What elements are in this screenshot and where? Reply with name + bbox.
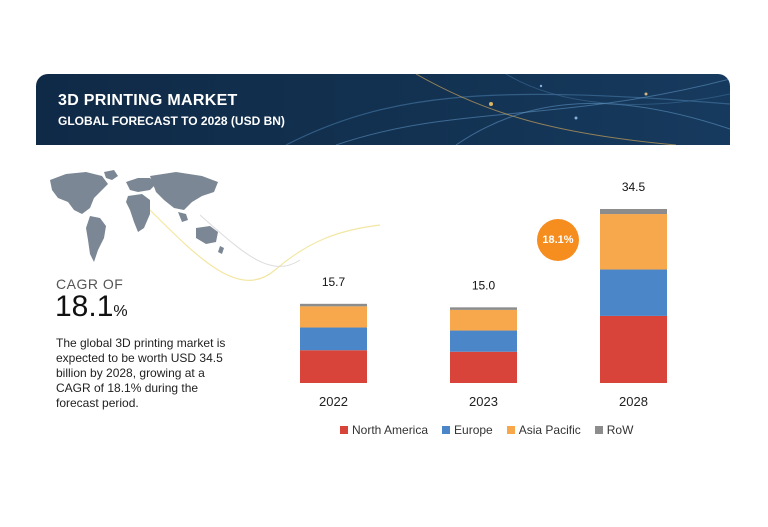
legend-swatch-north-america (340, 426, 348, 434)
page-title: 3D PRINTING MARKET (58, 92, 238, 109)
bar-2022-asia-pacific (300, 306, 367, 328)
legend-item-europe: Europe (442, 423, 493, 437)
header-banner: 3D PRINTING MARKET GLOBAL FORECAST TO 20… (36, 74, 730, 145)
chart-legend: North America Europe Asia Pacific RoW (340, 423, 633, 437)
total-label-2023: 15.0 (472, 278, 496, 292)
bar-2023-row (450, 307, 517, 310)
bar-2028-europe (600, 269, 667, 316)
bar-2023-asia-pacific (450, 309, 517, 331)
x-tick-label-2028: 2028 (619, 394, 648, 409)
x-tick-label-2023: 2023 (469, 394, 498, 409)
legend-swatch-asia-pacific (506, 426, 515, 434)
cagr-label: CAGR OF (56, 276, 124, 292)
total-label-2028: 34.5 (622, 180, 646, 194)
bar-2022-row (300, 303, 367, 307)
legend-swatch-row (594, 426, 603, 434)
legend-item-asia-pacific: Asia Pacific (506, 423, 581, 437)
market-description: The global 3D printing market is expecte… (56, 336, 226, 410)
cagr-unit: % (113, 303, 128, 320)
banner-background-lines (285, 74, 730, 145)
legend-swatch-europe (442, 426, 451, 434)
legend-label-asia-pacific: Asia Pacific (518, 423, 581, 437)
cagr-badge: 18.1% (537, 219, 579, 261)
bar-2028-row (600, 209, 667, 215)
page-subtitle: GLOBAL FORECAST TO 2028 (USD BN) (58, 114, 285, 128)
world-map-icon (50, 170, 224, 262)
bar-2028-asia-pacific (600, 214, 667, 270)
legend-label-row: RoW (606, 423, 634, 437)
legend-label-europe: Europe (454, 423, 493, 437)
legend-item-row: RoW (594, 423, 634, 437)
bar-2023-north-america (450, 351, 517, 383)
x-tick-label-2022: 2022 (319, 394, 348, 409)
cagr-value: 18.1% (55, 290, 128, 324)
total-label-2022: 15.7 (322, 275, 346, 289)
cagr-number: 18.1 (55, 290, 114, 323)
bar-2022-europe (300, 327, 367, 351)
legend-label-north-america: North America (352, 423, 429, 437)
bar-2023-europe (450, 330, 517, 352)
legend-item-north-america: North America (340, 423, 428, 437)
bar-2022-north-america (300, 350, 367, 383)
bar-2028-north-america (600, 315, 667, 383)
